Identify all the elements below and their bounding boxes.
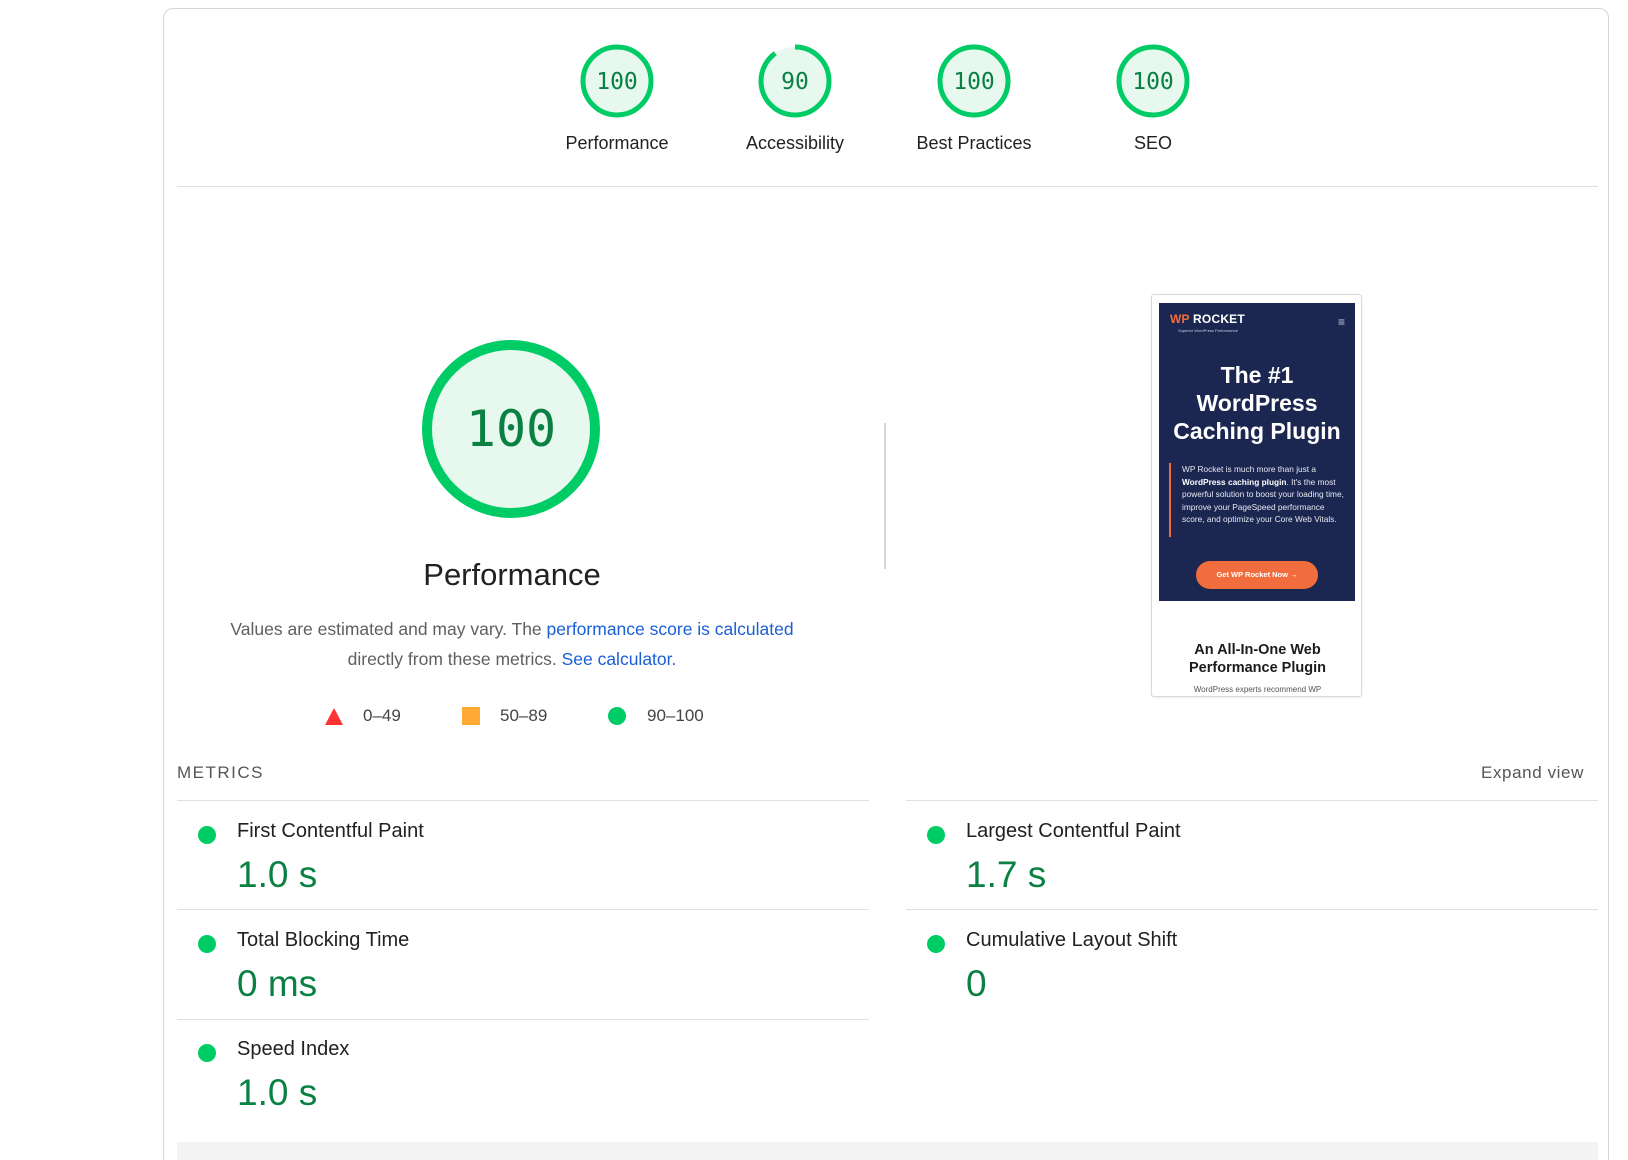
metric-label: Largest Contentful Paint	[966, 820, 1181, 842]
vertical-divider	[884, 423, 886, 569]
gauge-seo[interactable]: 100 SEO	[1083, 43, 1223, 154]
get-wp-rocket-button: Get WP Rocket Now →	[1196, 561, 1318, 589]
divider	[906, 800, 1598, 801]
expand-view-button[interactable]: Expand view	[1481, 763, 1584, 782]
gauge-label: Performance	[565, 133, 669, 153]
gauge-ring: 100	[937, 44, 1011, 118]
metric-label: Speed Index	[237, 1038, 350, 1060]
wp-rocket-logo: WP ROCKET	[1170, 312, 1245, 326]
menu-icon: ≡	[1337, 315, 1345, 329]
gauge-ring: 100	[580, 44, 654, 118]
legend-pass-label: 90–100	[647, 706, 704, 725]
logo-tagline: Superior WordPress Performance	[1178, 328, 1238, 333]
score-calculated-link[interactable]: performance score is calculated	[546, 619, 794, 639]
hero-title: The #1 WordPress Caching Plugin	[1173, 362, 1341, 444]
metric-value: 0 ms	[237, 963, 318, 1004]
divider	[177, 1019, 869, 1020]
gauge-score: 100	[596, 69, 638, 95]
see-calculator-link[interactable]: See calculator.	[561, 649, 677, 669]
final-screenshot[interactable]: WP ROCKET Superior WordPress Performance…	[1151, 294, 1362, 697]
gauge-label: Accessibility	[745, 133, 845, 153]
pass-circle-icon	[927, 826, 945, 844]
gauge-score: 100	[953, 69, 995, 95]
legend-fail: 0–49	[325, 704, 401, 728]
metric-label: Cumulative Layout Shift	[966, 929, 1178, 951]
performance-gauge-large: 100	[422, 340, 600, 518]
triangle-icon	[325, 707, 343, 725]
gauge-ring: 90	[758, 44, 832, 118]
square-icon	[462, 707, 480, 725]
circle-icon	[608, 707, 626, 725]
desc-text: Values are estimated and may vary. The	[230, 619, 547, 639]
thumbnail-footer-text: WordPress experts recommend WP	[1193, 685, 1322, 694]
pass-circle-icon	[927, 935, 945, 953]
gauge-ring: 100	[1116, 44, 1190, 118]
gauge-score: 100	[1132, 69, 1174, 95]
divider	[177, 909, 869, 910]
performance-title: Performance	[423, 557, 601, 592]
pass-circle-icon	[198, 935, 216, 953]
pass-circle-icon	[198, 1044, 216, 1062]
metric-value: 1.0 s	[237, 1072, 318, 1113]
gauge-score: 90	[781, 69, 809, 95]
metric-value: 1.0 s	[237, 854, 318, 895]
gauge-performance[interactable]: 100 Performance	[547, 43, 687, 154]
performance-description: Values are estimated and may vary. The p…	[190, 614, 834, 674]
gauge-best-practices[interactable]: 100 Best Practices	[904, 43, 1044, 154]
gauge-accessibility[interactable]: 90 Accessibility	[725, 43, 865, 154]
pass-circle-icon	[198, 826, 216, 844]
legend-fail-label: 0–49	[363, 706, 401, 725]
divider	[906, 909, 1598, 910]
thumbnail-subtitle: An All-In-One Web Performance Plugin	[1189, 642, 1326, 676]
divider	[177, 800, 869, 801]
hero-text: WP Rocket is much more than just a WordP…	[1182, 464, 1344, 525]
metrics-header: METRICS	[177, 763, 264, 782]
thumbnail-hero: WP ROCKET Superior WordPress Performance…	[1159, 303, 1355, 601]
gauge-label: Best Practices	[916, 133, 1032, 153]
metric-label: Total Blocking Time	[237, 929, 410, 951]
legend-pass: 90–100	[608, 704, 704, 728]
performance-score: 100	[466, 400, 556, 458]
legend-average: 50–89	[462, 704, 547, 728]
metric-value: 1.7 s	[966, 854, 1047, 895]
metric-label: First Contentful Paint	[237, 820, 424, 842]
metric-value: 0	[966, 963, 987, 1004]
legend-average-label: 50–89	[500, 706, 548, 725]
runtime-settings-bar	[177, 1142, 1598, 1160]
divider	[177, 186, 1598, 187]
gauge-label: SEO	[1133, 133, 1172, 153]
desc-text: directly from these metrics.	[347, 649, 562, 669]
report-panel	[163, 8, 1609, 1160]
hero-accent-bar	[1169, 463, 1171, 537]
